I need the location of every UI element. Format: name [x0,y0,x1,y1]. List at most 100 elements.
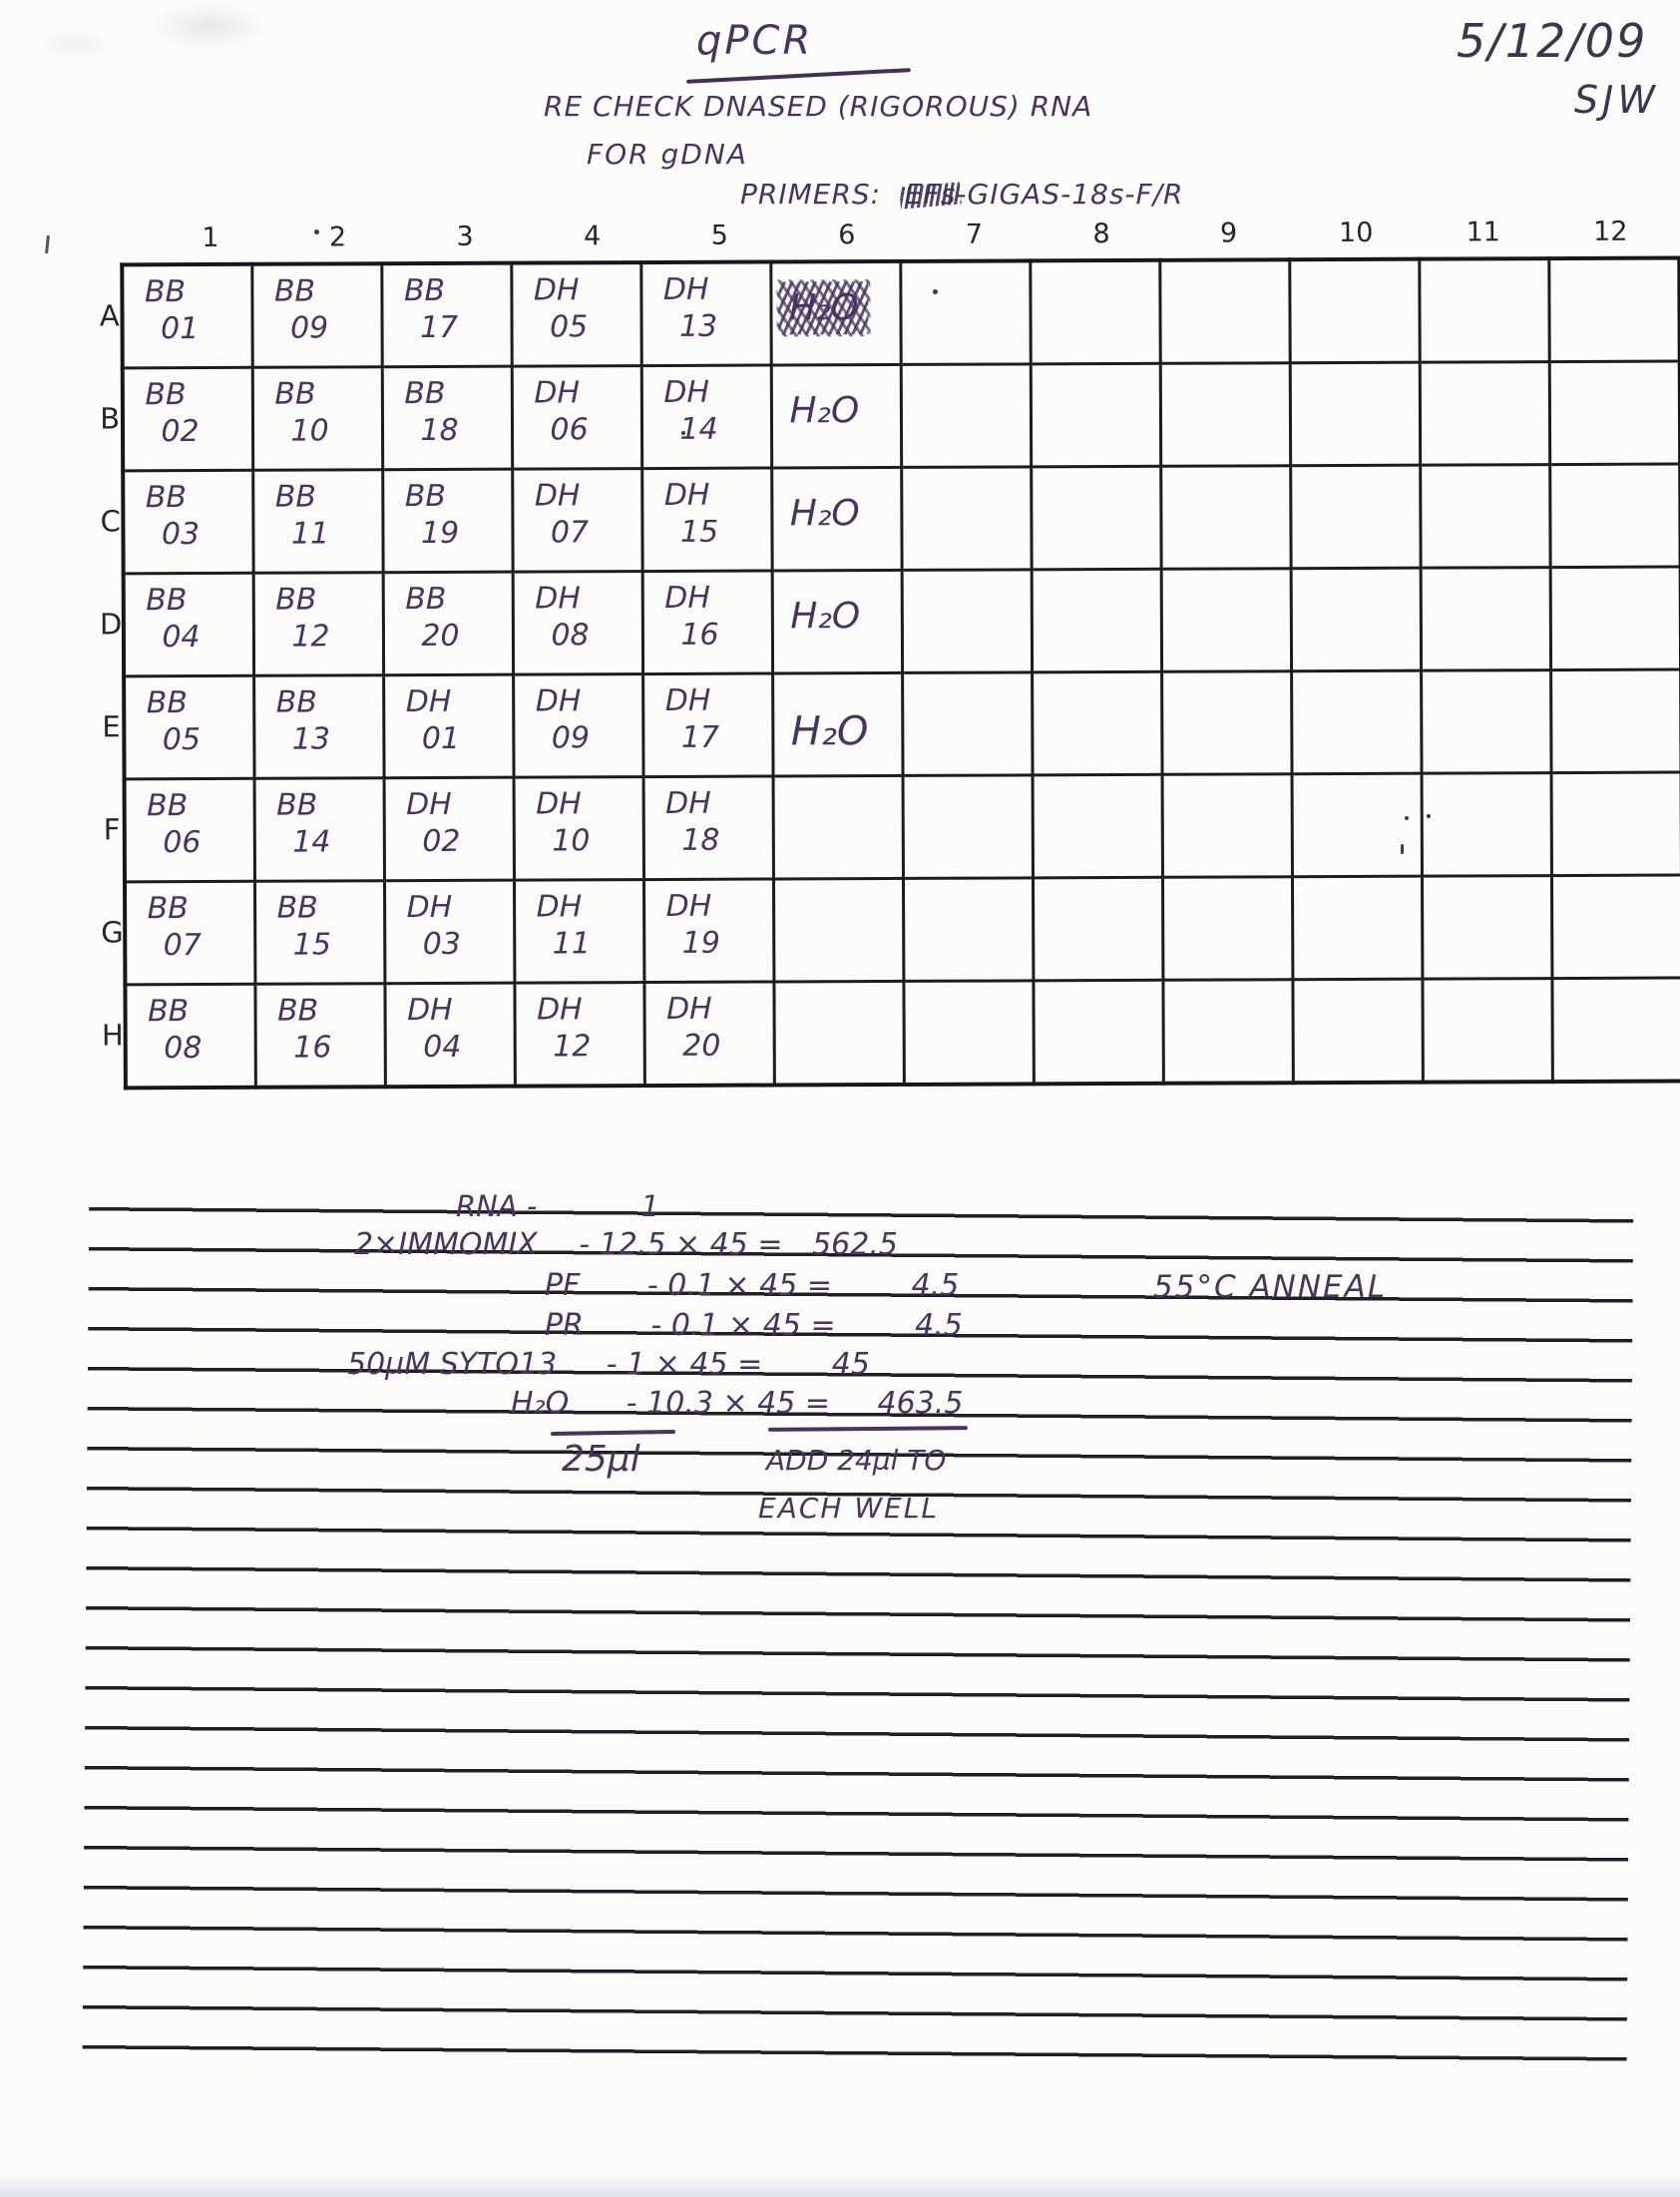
date: 5/12/09 [1457,14,1648,68]
well-B2: BB 10 [252,366,384,471]
primers-line: PRIMERS: EFs-GIGAS-18s-F/R [740,178,1184,211]
well-empty [1162,876,1294,981]
well-D4: DH 08 [513,571,644,675]
well-G4: DH 11 [514,879,645,984]
well-empty [1034,980,1164,1085]
reagent-calc: - 10.3 × 45 = [626,1386,830,1421]
plate-row-C: BB 03 BB 11 BB 19 DH 07 DH 15 H₂O [123,464,1680,574]
column-header: 1 [202,221,219,253]
scan-artifact [45,234,50,254]
well-B4: DH 06 [512,365,643,470]
reagent-result: 463.5 [877,1386,964,1421]
row-label: A [99,298,120,333]
well-empty [1163,979,1294,1084]
primers-struck-token: EFs [905,178,957,211]
note-anneal-temp: 55°C ANNEAL [1153,1269,1387,1305]
well-empty [1551,669,1680,773]
well-E1: BB 05 [124,675,255,779]
well-empty [1422,875,1553,980]
reagent-result: 45 [831,1347,870,1382]
well-empty [1420,361,1551,466]
well-empty [1162,773,1293,878]
well-H1: BB 08 [125,984,256,1089]
experiment-description: RE CHECK DNASED (RIGOROUS) RNA [544,90,1093,123]
well-empty [1550,464,1680,568]
column-header: 10 [1338,217,1374,249]
reagent-calc: - 0.1 × 45 = [646,1268,833,1303]
note-rna: RNA - 1 [456,1189,659,1223]
well-empty [1161,568,1293,672]
well-A2: BB 09 [252,263,383,368]
well-empty [1292,773,1423,877]
well-F4: DH 10 [514,776,644,881]
plate-row-A: BB 01 BB 09 BB 17 DH 05 DH 13 H₂O [122,257,1680,368]
well-empty [1033,671,1163,775]
well-C4: DH 07 [513,468,643,573]
well-empty [1423,978,1553,1083]
reagent-label: PR [545,1308,584,1343]
row-label: F [103,812,121,847]
well-empty [1552,978,1680,1083]
well-A6: H₂O [771,260,902,366]
note-primer-r: PR - 0.1 × 45 = 4.5 [545,1308,963,1343]
column-header: 11 [1466,217,1500,248]
note-add-to-well-1: ADD 24µl TO [766,1444,946,1477]
well-G5: DH 19 [643,878,775,983]
well-empty [1031,259,1161,364]
row-label: B [100,401,121,436]
well-empty [1549,361,1680,465]
well-B5: DH 14 [641,365,773,469]
well-empty [1033,877,1164,981]
scan-artifact [681,431,685,435]
column-header: 12 [1593,216,1628,247]
well-empty [1420,258,1550,363]
title-underline [686,68,911,84]
well-empty [903,671,1034,776]
plate-row-H: BB 08 BB 16 DH 04 DH 12 DH 20 [125,978,1680,1089]
reagent-label: 2×IMMOMIX [354,1227,538,1262]
well-empty [902,466,1033,571]
well-empty [1292,876,1424,980]
well-F5: DH 18 [643,776,774,880]
well-empty [903,774,1034,879]
row-label: C [100,504,121,539]
reagent-result: 562.5 [812,1227,898,1262]
well-C2: BB 11 [253,469,384,574]
well-empty [1031,363,1162,467]
experiment-description-2: FOR gDNA [587,138,748,171]
well-E3: DH 01 [384,674,515,778]
well-empty [1422,669,1552,774]
plate-grid: BB 01 BB 09 BB 17 DH 05 DH 13 H₂O BB 02 BB 10 B… [120,255,1680,1091]
note-total-volume: 25µl [562,1439,640,1480]
well-empty [1292,670,1423,774]
well-C1: BB 03 [123,470,254,574]
well-G2: BB 15 [254,880,386,985]
well-E4: DH 09 [514,673,644,778]
reagent-result: 4.5 [915,1308,963,1343]
well-D3: BB 20 [383,572,515,675]
reagent-label: H₂O [511,1386,570,1421]
plate-row-E: BB 05 BB 13 DH 01 DH 09 DH 17 H₂O [124,669,1680,779]
well-empty [901,363,1033,468]
well-empty [1551,772,1680,876]
scanner-edge-shadow [0,2175,1680,2197]
total-volume-text: 25µl [562,1439,640,1480]
well-empty [1421,567,1552,671]
well-D1: BB 04 [124,573,255,676]
well-empty [1549,257,1680,362]
scan-smudge [40,30,110,60]
note-h2o: H₂O - 10.3 × 45 = 463.5 [511,1386,963,1421]
add-line2-text: EACH WELL [758,1492,939,1525]
column-header: 4 [584,220,602,252]
note-syto13: 50µM SYTO13 - 1 × 45 = 45 [347,1347,870,1382]
well-empty [1291,465,1422,569]
reagent-calc: - 12.5 × 45 = [579,1227,783,1262]
well-E5: DH 17 [643,673,774,777]
well-E6: H₂O [773,672,904,777]
well-empty [1291,568,1423,671]
well-empty [1293,979,1424,1084]
well-empty [1033,774,1163,878]
well-empty [1161,465,1292,570]
reagent-label: PF [545,1268,581,1303]
